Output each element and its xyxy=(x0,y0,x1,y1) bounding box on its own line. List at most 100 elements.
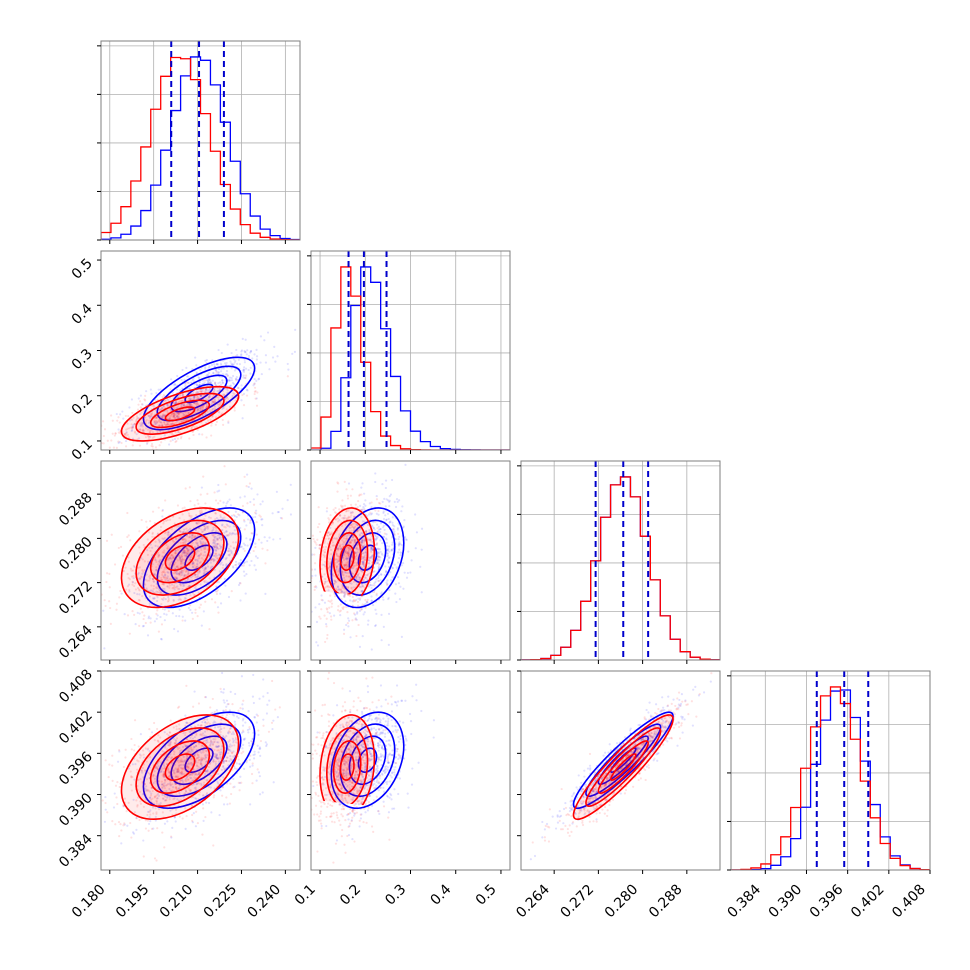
sample-point xyxy=(235,375,238,379)
sample-point xyxy=(193,396,196,399)
sample-point xyxy=(268,536,271,539)
sample-point xyxy=(222,709,225,712)
sample-point xyxy=(260,518,263,521)
sample-point xyxy=(215,592,219,596)
sample-point xyxy=(246,389,249,392)
sample-point xyxy=(132,416,135,419)
sample-point xyxy=(177,412,180,415)
sample-point xyxy=(133,591,136,595)
sample-point xyxy=(346,611,349,614)
sample-point xyxy=(109,622,112,626)
sample-point xyxy=(315,543,318,546)
sample-point xyxy=(106,439,109,442)
sample-point xyxy=(191,617,194,620)
sample-point xyxy=(209,418,212,421)
sample-point xyxy=(151,546,154,549)
sample-point xyxy=(149,617,152,620)
sample-point xyxy=(351,595,354,599)
sample-point xyxy=(241,504,245,508)
sample-point xyxy=(151,431,155,434)
sample-point xyxy=(167,399,170,402)
sample-point xyxy=(271,512,274,515)
sample-point xyxy=(105,572,109,575)
sample-point xyxy=(225,705,228,708)
sample-point xyxy=(405,576,409,579)
sample-point xyxy=(216,390,219,393)
sample-point xyxy=(236,362,239,365)
sample-point xyxy=(131,428,134,432)
sample-point xyxy=(346,622,349,625)
sample-point xyxy=(221,379,224,382)
sample-point xyxy=(252,757,256,760)
sample-point xyxy=(204,367,207,370)
sample-point xyxy=(241,417,244,420)
sample-point xyxy=(404,536,407,539)
sample-point xyxy=(272,781,275,784)
sample-point xyxy=(240,354,243,357)
sample-point xyxy=(189,381,193,384)
sample-point xyxy=(244,376,247,379)
sample-point xyxy=(167,423,170,426)
sample-point xyxy=(290,614,292,616)
sample-point xyxy=(120,842,123,845)
sample-point xyxy=(123,432,126,436)
sample-point xyxy=(130,418,133,421)
sample-point xyxy=(189,500,192,503)
sample-point xyxy=(123,613,126,616)
y-tick-label: 0.272 xyxy=(56,578,96,618)
sample-point xyxy=(110,462,112,464)
sample-point xyxy=(257,751,260,754)
sample-point xyxy=(230,590,233,593)
sample-point xyxy=(112,446,116,449)
sample-point xyxy=(251,516,254,519)
sample-point xyxy=(226,374,229,377)
sample-point xyxy=(180,399,184,402)
sample-point xyxy=(318,522,321,526)
sample-point xyxy=(214,601,217,604)
sample-point xyxy=(255,520,258,524)
sample-point xyxy=(253,353,256,356)
sample-point xyxy=(148,595,151,598)
sample-point xyxy=(240,350,243,353)
sample-point xyxy=(329,600,332,603)
sample-point xyxy=(194,611,197,614)
sample-point xyxy=(177,412,180,416)
sample-point xyxy=(174,401,177,405)
sample-point xyxy=(218,403,221,407)
sample-point xyxy=(174,421,177,424)
sample-point xyxy=(209,379,212,382)
sample-point xyxy=(382,625,385,628)
contour-series-1-level-1 xyxy=(149,399,211,429)
sample-point xyxy=(231,363,234,366)
sample-point xyxy=(196,383,199,387)
sample-point xyxy=(237,583,241,587)
sample-point xyxy=(131,411,134,415)
sample-point xyxy=(212,544,215,548)
sample-point xyxy=(240,349,244,352)
sample-point xyxy=(161,424,164,427)
sample-point xyxy=(161,515,164,518)
sample-point xyxy=(96,449,98,451)
sample-point xyxy=(218,387,221,391)
sample-point xyxy=(142,624,145,628)
sample-point xyxy=(315,620,319,624)
sample-point xyxy=(153,420,156,424)
sample-point xyxy=(162,414,165,417)
sample-point xyxy=(208,365,211,368)
sample-point xyxy=(187,551,190,554)
sample-point xyxy=(198,381,201,384)
sample-point xyxy=(244,377,247,380)
sample-point xyxy=(234,399,237,402)
sample-point xyxy=(255,358,258,361)
sample-point xyxy=(240,675,244,678)
sample-point xyxy=(213,363,216,366)
sample-point xyxy=(393,525,396,528)
sample-point xyxy=(161,415,164,418)
sample-point xyxy=(244,721,247,724)
sample-point xyxy=(126,511,129,515)
sample-point xyxy=(206,404,209,408)
sample-point xyxy=(180,571,183,574)
sample-point xyxy=(398,548,401,551)
sample-point xyxy=(174,416,177,420)
sample-point xyxy=(277,510,280,514)
